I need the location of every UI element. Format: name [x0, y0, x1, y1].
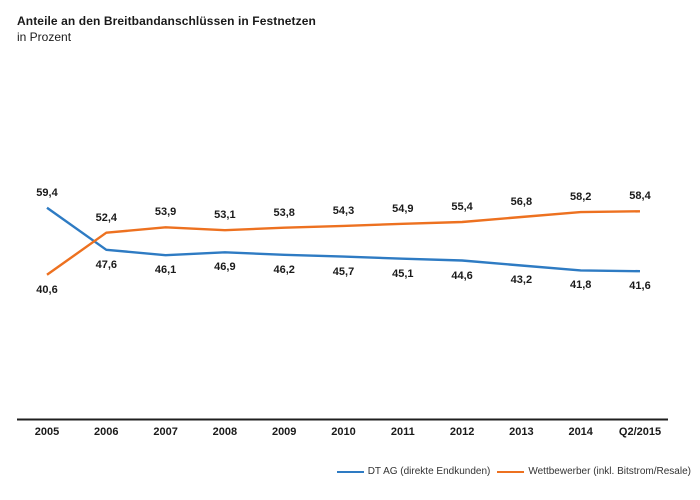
data-label: 47,6 [95, 258, 118, 271]
data-label: 41,8 [569, 279, 592, 292]
data-label: 46,9 [214, 261, 236, 274]
legend-label-wettbewerber: Wettbewerber (inkl. Bitstrom/Resale) [528, 466, 691, 477]
x-tick-label: 2008 [212, 426, 238, 438]
x-tick-label: 2010 [331, 426, 356, 438]
data-label: 58,2 [569, 191, 592, 204]
chart-header: Anteile an den Breitbandanschlüssen in F… [17, 14, 316, 44]
legend-item-wettbewerber: Wettbewerber (inkl. Bitstrom/Resale) [497, 466, 691, 477]
x-tick-label: 2005 [34, 426, 60, 438]
data-label: 54,3 [332, 204, 355, 217]
x-tick-label: 2013 [509, 426, 534, 438]
legend-line-swatch-dt-ag [336, 470, 364, 473]
data-label: 54,9 [392, 202, 414, 215]
x-tick-label: Q2/2015 [618, 426, 662, 438]
chart-title: Anteile an den Breitbandanschlüssen in F… [17, 14, 316, 28]
data-label: 44,6 [451, 269, 473, 282]
data-label: 53,9 [154, 206, 177, 219]
data-label: 53,1 [214, 209, 236, 222]
data-label: 45,7 [332, 265, 355, 278]
legend-label-dt-ag: DT AG (direkte Endkunden) [367, 466, 491, 477]
data-label: 46,1 [154, 264, 177, 277]
data-label: 41,6 [629, 280, 651, 293]
x-tick-label: 2012 [449, 426, 475, 438]
data-label: 40,6 [36, 283, 58, 296]
x-tick-label: 2009 [271, 426, 297, 438]
chart-subtitle: in Prozent [17, 30, 72, 44]
data-label: 53,8 [273, 206, 295, 219]
legend: DT AG (direkte Endkunden) Wettbewerber (… [336, 466, 691, 477]
data-label: 46,2 [273, 263, 295, 276]
data-label: 56,8 [510, 196, 533, 208]
legend-line-swatch-wettbewerber [497, 470, 525, 473]
x-tick-label: 2006 [94, 426, 119, 438]
data-label: 55,4 [451, 200, 473, 213]
legend-item-dt-ag: DT AG (direkte Endkunden) [336, 466, 491, 477]
x-tick-label: 2007 [153, 426, 178, 438]
x-tick-label: 2011 [390, 426, 415, 438]
data-label: 58,4 [629, 190, 651, 203]
data-label: 45,1 [392, 267, 414, 280]
data-label: 59,4 [36, 186, 58, 199]
x-tick-label: 2014 [568, 426, 593, 438]
data-label: 52,4 [95, 211, 118, 224]
data-label: 43,2 [510, 274, 533, 287]
